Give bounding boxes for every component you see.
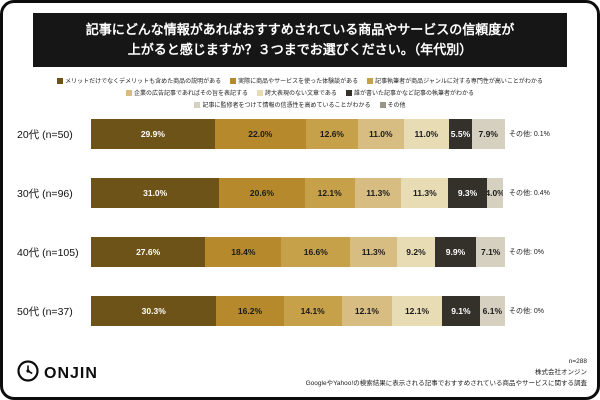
chart-title-line2: 上がると感じますか？３つまでお選びください。（年代別） bbox=[127, 42, 473, 58]
legend-item: 記事に監修者をつけて情報の信憑性を高めていることがわかる bbox=[194, 100, 371, 110]
bar-segment: 9.1% bbox=[442, 296, 480, 327]
onjin-logo-icon bbox=[17, 360, 39, 387]
legend-swatch-icon bbox=[194, 101, 201, 108]
bar-segment: 16.2% bbox=[216, 296, 284, 327]
legend-swatch-icon bbox=[345, 89, 352, 96]
bar-row: 40代 (n=105) 27.6% 18.4% 16.6% 11.3% 9.2% 9.9% 7… bbox=[17, 237, 597, 268]
legend-item: 誇大表現のない文章である bbox=[256, 88, 337, 98]
chart-title-line1: 記事にどんな情報があればおすすめされている商品やサービスの信頼度が bbox=[85, 22, 515, 37]
bar-row: 30代 (n=96)31.0%20.6%12.1%11.3%11.3%9.3%4… bbox=[17, 178, 597, 209]
legend: メリットだけでなくデメリットも含めた商品の説明がある 実際に商品やサービスを使った… bbox=[40, 76, 560, 109]
legend-swatch-icon bbox=[126, 89, 133, 96]
bar-segment: 5.5% bbox=[449, 119, 472, 150]
other-note: その他: 0.1% bbox=[509, 131, 550, 139]
source-line-company: 株式会社オンジン bbox=[535, 368, 587, 376]
bar-segment: 7.9% bbox=[471, 119, 505, 150]
bar-segment: 30.3% bbox=[91, 296, 217, 327]
source-note: n=288 株式会社オンジン GoogleやYahoo!の検索結果に表示される記… bbox=[306, 356, 587, 389]
bar-segment: 11.3% bbox=[401, 178, 449, 209]
legend-label: 記事執筆者が商品ジャンルに対する専門性が高いことがわかる bbox=[375, 79, 543, 86]
bar-segment: 12.1% bbox=[391, 296, 443, 327]
bar-segment: 6.1% bbox=[479, 296, 505, 327]
category-label: 20代 (n=50) bbox=[17, 128, 73, 141]
legend-item: その他 bbox=[379, 100, 406, 110]
bar-segment: 20.6% bbox=[219, 178, 305, 209]
bar-row: 50代 (n=37) 30.3% 16.2% 14.1% 12.1% 12.1% 9.1% 6… bbox=[17, 296, 597, 327]
bar-segment: 12.1% bbox=[304, 178, 355, 209]
bar-row: 20代 (n=50) 29.9% 22.0% 12.6% 11.0% 11.0% 5.5% 7… bbox=[17, 119, 597, 150]
legend-label: 誇大表現のない文章である bbox=[264, 91, 337, 98]
bar-segment: 12.1% bbox=[341, 296, 392, 327]
bar-segment: 14.1% bbox=[283, 296, 342, 327]
bar-segment: 12.6% bbox=[305, 119, 359, 150]
legend-label: 記事に監修者をつけて情報の信憑性を高めていることがわかる bbox=[202, 103, 371, 110]
bar-segment: 29.9% bbox=[91, 119, 215, 150]
footer-logo: ONJIN bbox=[17, 360, 98, 387]
bar-segment: 11.0% bbox=[358, 119, 404, 150]
bar-segment: 22.0% bbox=[214, 119, 306, 150]
bar-segment: 31.0% bbox=[91, 178, 220, 209]
legend-label: 誰が書いた記事かなど記事の執筆者がわかる bbox=[353, 91, 474, 98]
stacked-bar: 29.9% 22.0% 12.6% 11.0% 11.0% 5.5% 7.9% bbox=[91, 119, 505, 150]
bar-segment: 27.6% bbox=[91, 237, 206, 268]
legend-label: 実際に商品やサービスを使った体験談がある bbox=[238, 79, 359, 86]
bar-segment: 11.3% bbox=[354, 178, 402, 209]
legend-swatch-icon bbox=[379, 101, 386, 108]
legend-swatch-icon bbox=[367, 77, 374, 84]
other-note: その他: 0% bbox=[509, 249, 545, 257]
legend-item: 記事執筆者が商品ジャンルに対する専門性が高いことがわかる bbox=[367, 76, 543, 85]
other-note: その他: 0% bbox=[509, 308, 545, 316]
bar-segment: 9.3% bbox=[448, 178, 487, 209]
bar-segment: 9.2% bbox=[396, 237, 435, 268]
bar-segment: 11.3% bbox=[350, 237, 397, 268]
legend-item: 企業の広告記事であればその旨を表記する bbox=[126, 88, 248, 97]
source-line-survey: GoogleやYahoo!の検索結果に表示される記事でおすすめされている商品やサ… bbox=[305, 379, 587, 387]
bar-segment: 7.1% bbox=[475, 237, 506, 268]
legend-label: メリットだけでなくデメリットも含めた商品の説明がある bbox=[65, 79, 222, 86]
stacked-bar: 27.6% 18.4% 16.6% 11.3% 9.2% 9.9% 7.1% bbox=[91, 237, 506, 268]
chart-title: 記事にどんな情報があればおすすめされている商品やサービスの信頼度が 上がると感じ… bbox=[33, 13, 567, 68]
chart-area: 20代 (n=50) 29.9% 22.0% 12.6% 11.0% 11.0% 5.5% 7… bbox=[3, 119, 597, 327]
legend-item: メリットだけでなくデメリットも含めた商品の説明がある bbox=[57, 76, 221, 85]
category-label: 40代 (n=105) bbox=[17, 246, 79, 259]
stacked-bar: 31.0%20.6%12.1%11.3%11.3%9.3%4.0% bbox=[91, 178, 505, 209]
bar-segment: 16.6% bbox=[281, 237, 351, 268]
source-line-n: n=288 bbox=[568, 357, 587, 365]
legend-swatch-icon bbox=[57, 77, 64, 84]
bar-segment: 4.0% bbox=[486, 178, 504, 209]
stacked-bar: 30.3% 16.2% 14.1% 12.1% 12.1% 9.1% 6.1% bbox=[91, 296, 505, 327]
legend-swatch-icon bbox=[256, 89, 263, 96]
category-label: 30代 (n=96) bbox=[17, 187, 73, 200]
legend-label: その他 bbox=[387, 103, 406, 110]
other-note: その他: 0.4% bbox=[509, 190, 550, 198]
legend-label: 企業の広告記事であればその旨を表記する bbox=[134, 91, 248, 98]
legend-swatch-icon bbox=[230, 77, 237, 84]
logo-text: ONJIN bbox=[44, 364, 98, 382]
bar-segment: 11.0% bbox=[403, 119, 450, 150]
bar-segment: 18.4% bbox=[205, 237, 282, 268]
category-label: 50代 (n=37) bbox=[17, 305, 73, 318]
legend-item: 実際に商品やサービスを使った体験談がある bbox=[230, 76, 358, 85]
legend-item: 誰が書いた記事かなど記事の執筆者がわかる bbox=[345, 88, 474, 98]
bar-segment: 9.9% bbox=[435, 237, 476, 268]
